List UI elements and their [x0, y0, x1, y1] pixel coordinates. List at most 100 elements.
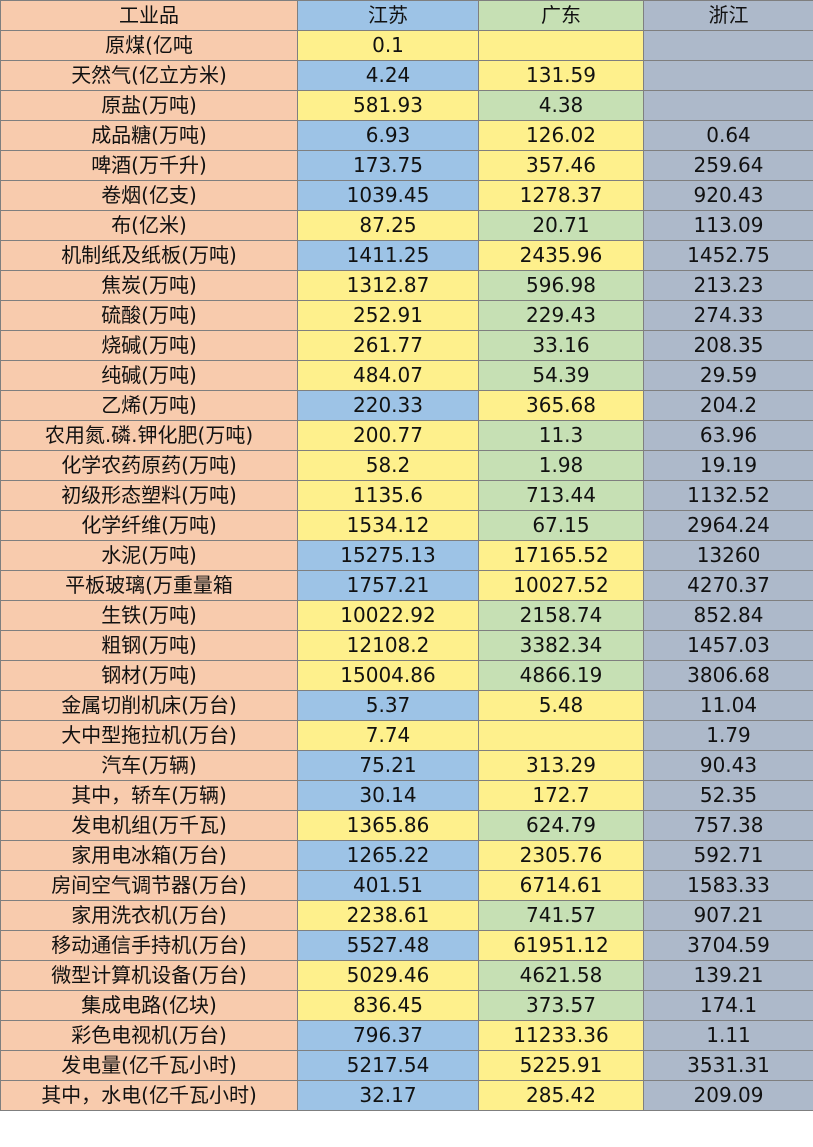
row-label: 乙烯(万吨) — [0, 390, 298, 421]
data-row: 水泥(万吨) 15275.13 17165.52 13260 — [0, 540, 813, 571]
data-row: 平板玻璃(万重量箱 1757.21 10027.52 4270.37 — [0, 570, 813, 601]
value-cell: 1534.12 — [297, 510, 479, 541]
value-cell: 920.43 — [643, 180, 813, 211]
data-row: 房间空气调节器(万台) 401.51 6714.61 1583.33 — [0, 870, 813, 901]
value-cell: 907.21 — [643, 900, 813, 931]
value-cell: 90.43 — [643, 750, 813, 781]
row-label: 发电机组(万千瓦) — [0, 810, 298, 841]
value-cell: 5.48 — [478, 690, 644, 721]
value-cell: 4270.37 — [643, 570, 813, 601]
value-cell: 220.33 — [297, 390, 479, 421]
value-cell: 4866.19 — [478, 660, 644, 691]
value-cell: 1457.03 — [643, 630, 813, 661]
value-cell: 2305.76 — [478, 840, 644, 871]
value-cell: 174.1 — [643, 990, 813, 1021]
data-row: 布(亿米) 87.25 20.71 113.09 — [0, 210, 813, 241]
value-cell: 139.21 — [643, 960, 813, 991]
value-cell: 3382.34 — [478, 630, 644, 661]
value-cell: 54.39 — [478, 360, 644, 391]
value-cell: 0.64 — [643, 120, 813, 151]
value-cell: 484.07 — [297, 360, 479, 391]
data-row: 大中型拖拉机(万台) 7.74 1.79 — [0, 720, 813, 751]
value-cell: 596.98 — [478, 270, 644, 301]
value-cell: 15004.86 — [297, 660, 479, 691]
value-cell: 131.59 — [478, 60, 644, 91]
row-label: 原盐(万吨) — [0, 90, 298, 121]
row-label: 纯碱(万吨) — [0, 360, 298, 391]
value-cell: 1583.33 — [643, 870, 813, 901]
value-cell: 11.04 — [643, 690, 813, 721]
value-cell: 63.96 — [643, 420, 813, 451]
value-cell: 5217.54 — [297, 1050, 479, 1081]
value-cell: 1.11 — [643, 1020, 813, 1051]
data-row: 其中，水电(亿千瓦小时) 32.17 285.42 209.09 — [0, 1080, 813, 1111]
value-cell: 10022.92 — [297, 600, 479, 631]
value-cell: 33.16 — [478, 330, 644, 361]
row-label: 集成电路(亿块) — [0, 990, 298, 1021]
data-row: 家用洗衣机(万台) 2238.61 741.57 907.21 — [0, 900, 813, 931]
data-row: 卷烟(亿支) 1039.45 1278.37 920.43 — [0, 180, 813, 211]
value-cell — [478, 720, 644, 751]
row-label: 平板玻璃(万重量箱 — [0, 570, 298, 601]
value-cell: 1132.52 — [643, 480, 813, 511]
value-cell: 401.51 — [297, 870, 479, 901]
row-label: 发电量(亿千瓦小时) — [0, 1050, 298, 1081]
value-cell: 2435.96 — [478, 240, 644, 271]
value-cell: 1039.45 — [297, 180, 479, 211]
value-cell: 4.24 — [297, 60, 479, 91]
data-row: 化学农药原药(万吨) 58.2 1.98 19.19 — [0, 450, 813, 481]
value-cell: 2158.74 — [478, 600, 644, 631]
value-cell: 713.44 — [478, 480, 644, 511]
header-row: 工业品 江苏 广东 浙江 — [0, 0, 813, 31]
row-label: 啤酒(万千升) — [0, 150, 298, 181]
value-cell: 313.29 — [478, 750, 644, 781]
header-cell: 广东 — [478, 0, 644, 31]
value-cell: 52.35 — [643, 780, 813, 811]
value-cell: 126.02 — [478, 120, 644, 151]
value-cell: 2238.61 — [297, 900, 479, 931]
data-row: 啤酒(万千升) 173.75 357.46 259.64 — [0, 150, 813, 181]
value-cell: 796.37 — [297, 1020, 479, 1051]
data-row: 天然气(亿立方米) 4.24 131.59 — [0, 60, 813, 91]
value-cell: 285.42 — [478, 1080, 644, 1111]
row-label: 移动通信手持机(万台) — [0, 930, 298, 961]
value-cell: 3531.31 — [643, 1050, 813, 1081]
value-cell: 1265.22 — [297, 840, 479, 871]
value-cell: 4621.58 — [478, 960, 644, 991]
data-row: 焦炭(万吨) 1312.87 596.98 213.23 — [0, 270, 813, 301]
value-cell — [643, 60, 813, 91]
value-cell: 3806.68 — [643, 660, 813, 691]
row-label: 卷烟(亿支) — [0, 180, 298, 211]
header-cell: 浙江 — [643, 0, 813, 31]
value-cell: 1757.21 — [297, 570, 479, 601]
data-row: 硫酸(万吨) 252.91 229.43 274.33 — [0, 300, 813, 331]
value-cell: 6714.61 — [478, 870, 644, 901]
value-cell: 113.09 — [643, 210, 813, 241]
data-row: 彩色电视机(万台) 796.37 11233.36 1.11 — [0, 1020, 813, 1051]
value-cell: 5225.91 — [478, 1050, 644, 1081]
value-cell: 11.3 — [478, 420, 644, 451]
value-cell — [643, 30, 813, 61]
row-label: 机制纸及纸板(万吨) — [0, 240, 298, 271]
data-row: 发电量(亿千瓦小时) 5217.54 5225.91 3531.31 — [0, 1050, 813, 1081]
row-label: 焦炭(万吨) — [0, 270, 298, 301]
value-cell: 592.71 — [643, 840, 813, 871]
header-cell: 工业品 — [0, 0, 298, 31]
row-label: 生铁(万吨) — [0, 600, 298, 631]
value-cell: 365.68 — [478, 390, 644, 421]
value-cell: 172.7 — [478, 780, 644, 811]
row-label: 其中，水电(亿千瓦小时) — [0, 1080, 298, 1111]
value-cell: 1411.25 — [297, 240, 479, 271]
row-label: 钢材(万吨) — [0, 660, 298, 691]
row-label: 彩色电视机(万台) — [0, 1020, 298, 1051]
data-row: 机制纸及纸板(万吨) 1411.25 2435.96 1452.75 — [0, 240, 813, 271]
row-label: 农用氮.磷.钾化肥(万吨) — [0, 420, 298, 451]
value-cell: 19.19 — [643, 450, 813, 481]
value-cell: 274.33 — [643, 300, 813, 331]
value-cell: 6.93 — [297, 120, 479, 151]
value-cell: 261.77 — [297, 330, 479, 361]
value-cell: 11233.36 — [478, 1020, 644, 1051]
value-cell: 30.14 — [297, 780, 479, 811]
row-label: 汽车(万辆) — [0, 750, 298, 781]
value-cell: 87.25 — [297, 210, 479, 241]
